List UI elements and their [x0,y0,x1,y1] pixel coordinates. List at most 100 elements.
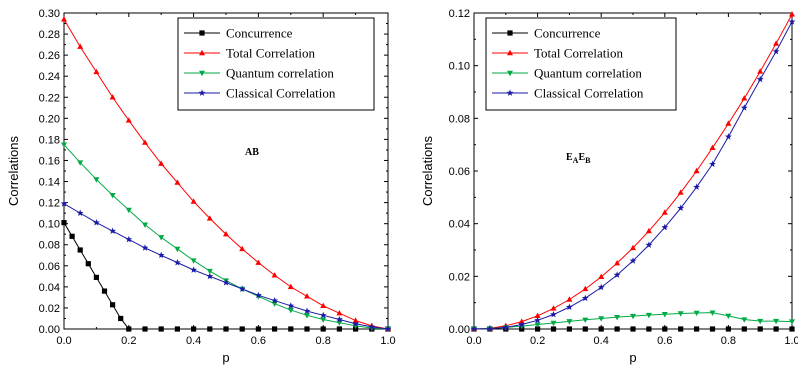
x-tick-label: 0.4 [594,335,609,347]
data-point [174,179,181,185]
data-point [661,312,668,318]
y-tick-label: 0.08 [39,240,60,252]
y-axis-title: Correlations [420,135,435,206]
legend-swatch-marker [199,49,205,56]
data-point [581,294,589,302]
data-point [677,311,684,317]
data-point [757,326,763,332]
data-point [725,326,731,332]
data-point [222,279,230,286]
legend-swatch-marker [507,70,513,77]
data-point [238,285,246,292]
data-point [709,160,716,168]
data-point [725,120,732,126]
legend-swatch-marker [198,89,206,96]
data-point [597,283,605,291]
data-point [191,326,197,332]
data-point [534,316,542,324]
legend-item: Total Correlation [492,46,623,61]
data-point [550,326,557,332]
data-point [319,311,327,319]
data-point [598,326,604,332]
data-point [61,16,67,22]
data-point [126,326,132,332]
legend-swatch-marker [506,89,514,96]
y-tick-label: 0.06 [449,166,470,178]
data-point [661,209,668,215]
data-point [629,257,637,264]
data-point [677,204,685,212]
data-point [287,307,294,314]
data-point [320,302,327,309]
x-axis-title: p [222,350,229,365]
data-point [223,326,229,332]
legend: Concurrence Total Correlation Quantum corr… [177,17,375,111]
data-point [725,313,732,320]
data-point [614,259,621,266]
data-point [125,117,132,123]
series-line [63,144,389,330]
data-point [109,94,116,100]
y-tick-label: 0.30 [39,8,60,20]
data-point [141,244,149,251]
data-point [502,323,510,331]
data-point [101,288,108,294]
x-tick-label: 0.0 [466,335,481,347]
legend-label: Total Correlation [534,46,623,61]
x-tick-label: 0.2 [121,335,136,347]
data-point [384,325,392,332]
region-annotation: EAEB [566,152,591,165]
data-point [239,326,245,332]
data-point [741,326,747,332]
x-tick-label: 1.0 [380,335,395,347]
data-point [645,241,653,248]
y-tick-label: 0.08 [449,113,470,125]
region-annotation: AB [245,147,259,158]
data-point [613,271,621,278]
x-tick-label: 0.6 [657,335,672,347]
data-point [174,326,180,332]
data-point [535,326,541,332]
y-axis-title: Correlations [6,135,21,206]
y-tick-label: 0.12 [449,8,470,20]
legend-item: Classical Correlation [184,86,336,101]
series-classical-correlation [470,18,796,332]
data-point [645,312,652,319]
data-point [93,68,100,75]
data-point [368,323,376,330]
legend-label: Concurrence [534,26,601,41]
x-tick-label: 0.8 [316,335,331,347]
y-tick-label: 0.18 [39,134,60,146]
data-point [272,326,278,332]
data-point [207,326,213,332]
y-tick-label: 0.24 [39,71,60,83]
data-point [662,326,668,332]
data-point [566,326,572,332]
data-point [158,326,164,332]
data-point [661,223,669,231]
series-total-correlation [61,16,391,332]
legend-item: Classical Correlation [492,86,644,101]
data-point [740,104,748,111]
y-tick-label: 0.16 [39,155,60,167]
data-point [255,326,261,332]
x-axis-title: p [629,350,636,365]
data-point [60,200,68,207]
data-point [757,318,764,325]
data-point [614,314,621,321]
y-tick-label: 0.04 [39,282,60,294]
data-point [190,258,197,264]
data-point [630,326,636,332]
legend-label: Quantum correlation [534,66,642,81]
data-point [223,231,229,237]
data-point [789,11,795,17]
legend-item: Quantum correlation [184,66,334,81]
x-tick-label: 0.2 [530,335,545,347]
data-point [157,251,165,259]
data-point [709,144,716,151]
data-point [92,219,100,226]
y-tick-label: 0.10 [449,61,470,73]
x-tick-label: 0.4 [186,335,201,347]
data-point [287,302,295,309]
